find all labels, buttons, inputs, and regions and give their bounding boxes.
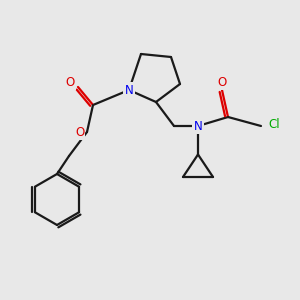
Text: O: O xyxy=(218,76,226,89)
Text: Cl: Cl xyxy=(269,118,280,131)
Text: N: N xyxy=(124,83,134,97)
Text: O: O xyxy=(66,76,75,89)
Text: O: O xyxy=(75,125,84,139)
Text: N: N xyxy=(194,119,202,133)
